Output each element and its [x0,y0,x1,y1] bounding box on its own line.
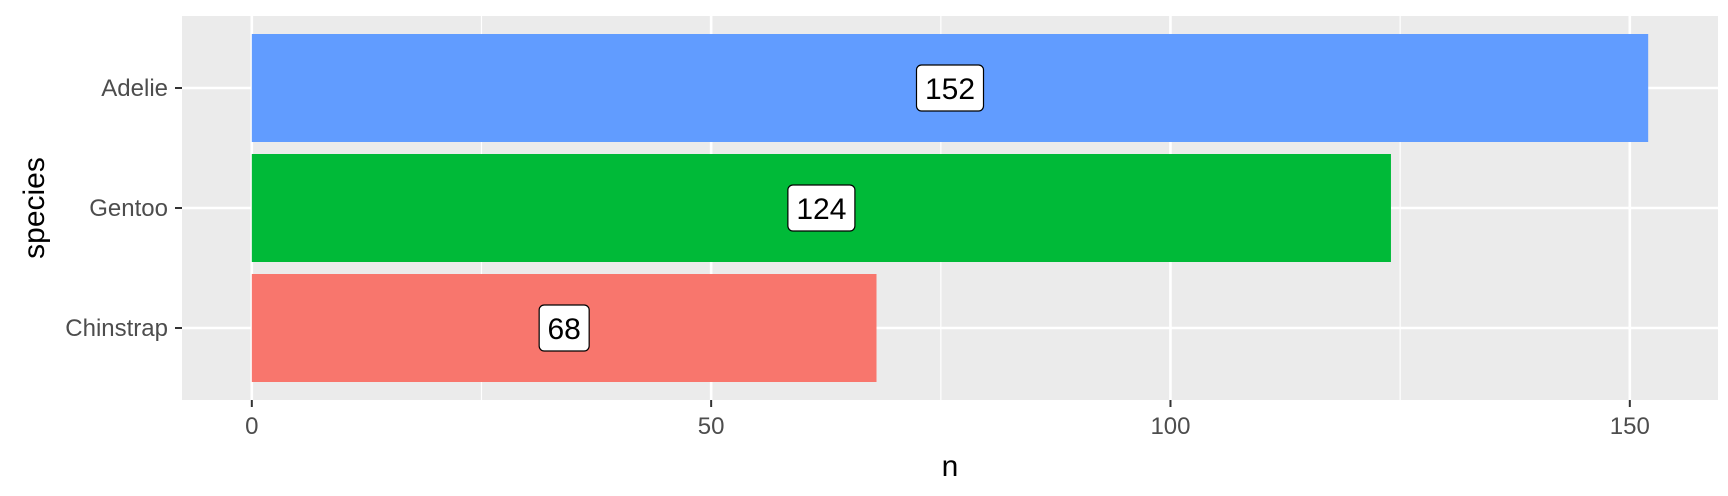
y-tick-label: Gentoo [89,195,168,222]
data-label-box [538,304,590,352]
x-tick-label: 50 [698,413,725,440]
axes: 0 50 100 150 Adelie Gentoo Chinstrap [65,75,1650,440]
data-label: 124 [796,193,846,226]
x-tick-label: 150 [1610,413,1650,440]
y-tick-label: Chinstrap [65,315,168,342]
y-tick-label: Adelie [101,75,168,102]
data-label-box [915,64,985,112]
x-tick-label: 100 [1150,413,1190,440]
x-tick-label: 0 [245,413,258,440]
data-label-box [787,184,856,232]
data-label: 152 [925,73,975,106]
data-labels: 152 124 68 [538,64,985,352]
data-label: 68 [547,313,580,346]
x-axis-title: n [942,450,959,483]
y-axis-title: species [18,157,51,259]
